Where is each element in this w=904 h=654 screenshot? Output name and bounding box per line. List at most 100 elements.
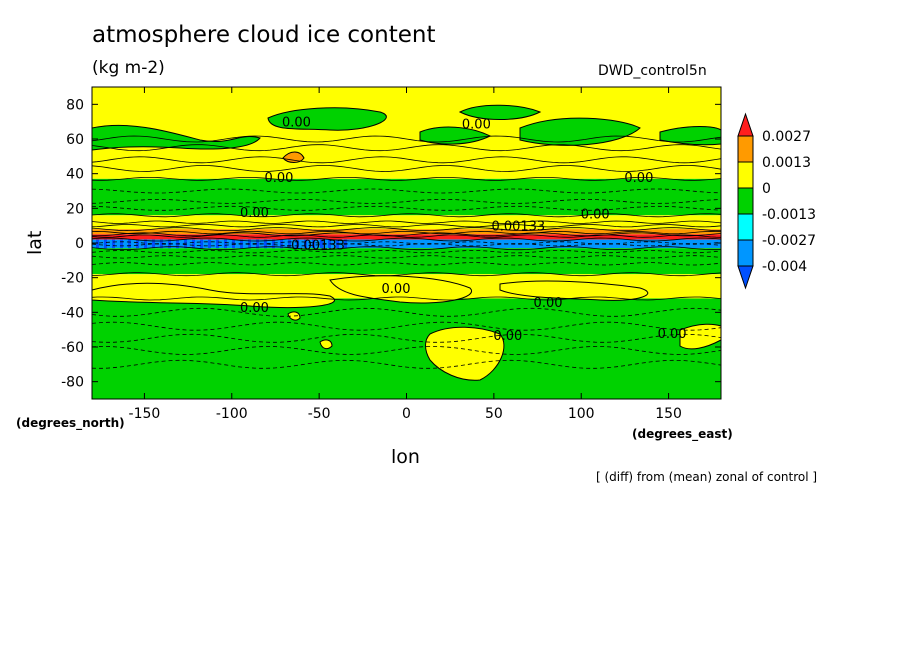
- contour-line: [91, 262, 722, 266]
- diff-note: [ (diff) from (mean) zonal of control ]: [596, 470, 818, 484]
- colorbar-segment: [737, 239, 754, 267]
- contour-line: [91, 307, 722, 317]
- band-8: [92, 298, 721, 399]
- contour-line: [91, 359, 722, 369]
- chart-title: atmosphere cloud ice content: [92, 22, 436, 48]
- contour-line: [91, 230, 722, 235]
- x-axis-label: lon: [391, 446, 420, 468]
- equator-stripe: [184, 239, 187, 249]
- contour-line: [91, 135, 722, 143]
- contour-labels: 0.00 0.00 0.00 0.00 0.00 0.00 0.00133 -0.00133 0…: [240, 116, 687, 344]
- contour-patch-9: [425, 326, 505, 381]
- equator-stripe: [104, 239, 107, 249]
- contour-line: [91, 243, 722, 247]
- colorbar-label: -0.0013: [762, 207, 816, 223]
- x-tick-label: -100: [216, 406, 248, 422]
- contour-lines: [91, 135, 722, 369]
- band-5: [92, 239, 721, 249]
- x-tick-label: 0: [402, 406, 411, 422]
- equator-stripe: [304, 239, 307, 249]
- contour-patch-7: [329, 275, 473, 304]
- equator-stripe: [200, 239, 203, 249]
- contour-line: [91, 321, 722, 331]
- colorbar-segment: [737, 161, 754, 189]
- y-tick-label: 20: [66, 201, 84, 217]
- equator-stripe: [152, 239, 155, 249]
- contour-line: [91, 205, 722, 211]
- colorbar-upper-triangle: [737, 112, 754, 137]
- y-axis-units: (degrees_north): [16, 416, 125, 430]
- y-tick-label: -20: [61, 271, 84, 287]
- contour-patch-6: [91, 282, 335, 309]
- contour-line: [91, 177, 722, 181]
- contour-label: 0.00: [624, 171, 653, 186]
- y-tick-label: 60: [66, 132, 84, 148]
- contour-line: [91, 165, 722, 172]
- contour-line: [91, 255, 722, 259]
- equator-stripe: [208, 239, 211, 249]
- equator-stripe: [136, 239, 139, 249]
- contour-line: [91, 346, 722, 355]
- equator-stripe: [120, 239, 123, 249]
- equator-stripe: [288, 239, 291, 249]
- equator-stripe: [96, 239, 99, 249]
- contour-label: 0.00: [493, 329, 522, 344]
- contour-label: 0.00: [282, 116, 311, 131]
- contour-label: -0.00133: [286, 239, 344, 254]
- x-tick-label: 150: [655, 406, 682, 422]
- contour-line: [91, 213, 722, 218]
- contour-line: [91, 199, 722, 204]
- contour-line: [91, 144, 722, 152]
- chart-units: (kg m-2): [92, 58, 165, 78]
- colorbar-label: -0.0027: [762, 233, 816, 249]
- contour-line: [91, 234, 722, 238]
- contour-line: [91, 224, 722, 228]
- contour-line: [91, 250, 722, 254]
- x-tick-label: 50: [485, 406, 503, 422]
- contour-line: [91, 156, 722, 164]
- contour-line: [91, 246, 722, 251]
- y-tick-label: -80: [61, 375, 84, 391]
- colorbar-segment: [737, 135, 754, 163]
- x-axis-units: (degrees_east): [632, 427, 733, 441]
- contour-label: 0.00133: [491, 220, 545, 235]
- y-tick-label: 80: [66, 97, 84, 113]
- contour-patch-3: [458, 104, 542, 120]
- contour-patch-11: [282, 151, 305, 163]
- contour-patch-1: [267, 107, 387, 131]
- y-ticks: -80 -60 -40 -20 0 20 40 60 80: [61, 97, 721, 391]
- x-tick-label: -50: [308, 406, 331, 422]
- equator-stripe: [312, 239, 315, 249]
- y-tick-label: -60: [61, 340, 84, 356]
- contour-label: 0.00: [240, 301, 269, 316]
- equator-stripe: [224, 239, 227, 249]
- contour-line: [91, 227, 722, 231]
- y-tick-label: 40: [66, 167, 84, 183]
- colorbar-label: 0.0013: [762, 155, 811, 171]
- contour-line: [91, 296, 722, 301]
- colorbar-label: 0: [762, 181, 771, 197]
- equator-stripe: [112, 239, 115, 249]
- contour-line: [92, 232, 722, 237]
- colorbar-lower-triangle: [737, 265, 754, 290]
- contour-label: 0.00: [462, 117, 491, 132]
- colorbar-label: 0.0027: [762, 129, 811, 145]
- x-tick-label: -150: [129, 406, 161, 422]
- contour-patch-0: [91, 124, 261, 151]
- equator-stripe: [272, 239, 275, 249]
- equator-stripe: [328, 239, 331, 249]
- contour-label: 0.00: [240, 206, 269, 221]
- contour-label: 0.00: [534, 296, 563, 311]
- contour-line: [91, 237, 722, 242]
- run-label: DWD_control5n: [598, 63, 707, 79]
- equator-stripe: [320, 239, 323, 249]
- contour-label: 0.00: [382, 282, 411, 297]
- equator-stripe: [232, 239, 235, 249]
- contour-line: [91, 333, 722, 343]
- contour-line: [91, 188, 722, 194]
- contour-patch-13: [319, 339, 333, 350]
- contour-label: 0.00: [658, 327, 687, 342]
- contour-label: 0.00: [581, 208, 610, 223]
- contour-patch-8: [499, 280, 649, 301]
